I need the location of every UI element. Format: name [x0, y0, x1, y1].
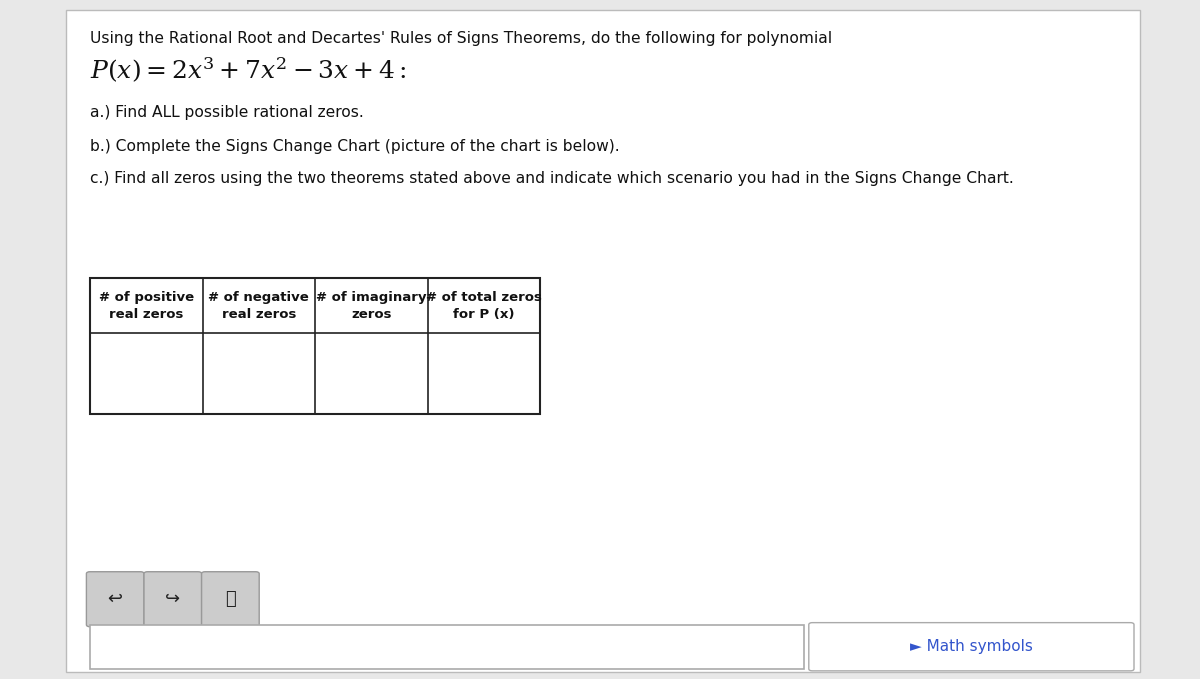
Text: c.) Find all zeros using the two theorems stated above and indicate which scenar: c.) Find all zeros using the two theorem…: [90, 171, 1014, 186]
Text: 🗑: 🗑: [226, 590, 235, 608]
FancyBboxPatch shape: [809, 623, 1134, 671]
Text: Using the Rational Root and Decartes' Rules of Signs Theorems, do the following : Using the Rational Root and Decartes' Ru…: [90, 31, 832, 45]
Text: # of negative
real zeros: # of negative real zeros: [209, 291, 310, 320]
Text: ► Math symbols: ► Math symbols: [910, 639, 1033, 655]
Text: # of imaginary
zeros: # of imaginary zeros: [316, 291, 426, 320]
FancyBboxPatch shape: [202, 572, 259, 627]
FancyBboxPatch shape: [144, 572, 202, 627]
FancyBboxPatch shape: [86, 572, 144, 627]
Bar: [90, 278, 540, 414]
Text: # of total zeros
for P (x): # of total zeros for P (x): [426, 291, 541, 320]
Text: ↪: ↪: [166, 590, 180, 608]
Text: a.) Find ALL possible rational zeros.: a.) Find ALL possible rational zeros.: [90, 105, 364, 120]
Text: b.) Complete the Signs Change Chart (picture of the chart is below).: b.) Complete the Signs Change Chart (pic…: [90, 139, 619, 154]
FancyBboxPatch shape: [66, 10, 1140, 672]
Bar: [90, 625, 804, 669]
Text: # of positive
real zeros: # of positive real zeros: [98, 291, 194, 320]
Text: ↩: ↩: [108, 590, 122, 608]
Text: $P\left(x\right) = 2x^3 + 7x^2 - 3x + 4:$: $P\left(x\right) = 2x^3 + 7x^2 - 3x + 4:…: [90, 56, 407, 85]
